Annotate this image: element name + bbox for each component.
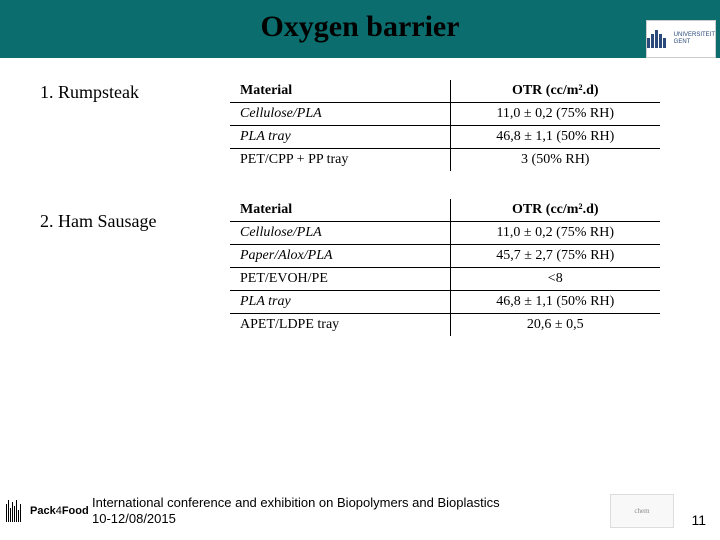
barcode-icon — [6, 500, 28, 522]
th-material: Material — [230, 199, 450, 222]
cell-material: Cellulose/PLA — [230, 222, 450, 245]
table-row: Cellulose/PLA 11,0 ± 0,2 (75% RH) — [230, 222, 660, 245]
cell-otr: 20,6 ± 0,5 — [450, 314, 660, 337]
footer: Pack4Food International conference and e… — [0, 488, 720, 534]
th-otr: OTR (cc/m².d) — [450, 199, 660, 222]
conference-line1: International conference and exhibition … — [92, 495, 610, 511]
cell-material: PLA tray — [230, 126, 450, 149]
section-label: 2. Ham Sausage — [40, 199, 230, 336]
table-header-row: Material OTR (cc/m².d) — [230, 199, 660, 222]
cell-otr: 46,8 ± 1,1 (50% RH) — [450, 126, 660, 149]
cell-otr: 11,0 ± 0,2 (75% RH) — [450, 103, 660, 126]
sponsor-logo: chem — [610, 494, 674, 528]
content-area: 1. Rumpsteak Material OTR (cc/m².d) Cell… — [0, 80, 720, 364]
section-hamsausage: 2. Ham Sausage Material OTR (cc/m².d) Ce… — [40, 199, 690, 336]
cell-material: Paper/Alox/PLA — [230, 245, 450, 268]
table-row: PET/EVOH/PE <8 — [230, 268, 660, 291]
cell-otr: 11,0 ± 0,2 (75% RH) — [450, 222, 660, 245]
table-hamsausage: Material OTR (cc/m².d) Cellulose/PLA 11,… — [230, 199, 660, 336]
th-otr: OTR (cc/m².d) — [450, 80, 660, 103]
section-label: 1. Rumpsteak — [40, 80, 230, 171]
cell-otr: <8 — [450, 268, 660, 291]
cell-otr: 46,8 ± 1,1 (50% RH) — [450, 291, 660, 314]
pack4food-logo: Pack4Food — [6, 500, 92, 522]
table-row: Paper/Alox/PLA 45,7 ± 2,7 (75% RH) — [230, 245, 660, 268]
table-row: PLA tray 46,8 ± 1,1 (50% RH) — [230, 126, 660, 149]
table-row: Cellulose/PLA 11,0 ± 0,2 (75% RH) — [230, 103, 660, 126]
table-row: APET/LDPE tray 20,6 ± 0,5 — [230, 314, 660, 337]
table-rumpsteak: Material OTR (cc/m².d) Cellulose/PLA 11,… — [230, 80, 660, 171]
cell-material: PET/CPP + PP tray — [230, 149, 450, 172]
section-rumpsteak: 1. Rumpsteak Material OTR (cc/m².d) Cell… — [40, 80, 690, 171]
conference-line2: 10-12/08/2015 — [92, 511, 610, 527]
cell-material: PET/EVOH/PE — [230, 268, 450, 291]
table-row: PLA tray 46,8 ± 1,1 (50% RH) — [230, 291, 660, 314]
cell-otr: 45,7 ± 2,7 (75% RH) — [450, 245, 660, 268]
page-number: 11 — [691, 512, 706, 528]
table-row: PET/CPP + PP tray 3 (50% RH) — [230, 149, 660, 172]
cell-material: PLA tray — [230, 291, 450, 314]
footer-conference-text: International conference and exhibition … — [92, 495, 610, 526]
slide-title: Oxygen barrier — [0, 10, 720, 44]
cell-otr: 3 (50% RH) — [450, 149, 660, 172]
cell-material: Cellulose/PLA — [230, 103, 450, 126]
cell-material: APET/LDPE tray — [230, 314, 450, 337]
th-material: Material — [230, 80, 450, 103]
table-header-row: Material OTR (cc/m².d) — [230, 80, 660, 103]
pack4food-text: Pack4Food — [30, 505, 89, 517]
